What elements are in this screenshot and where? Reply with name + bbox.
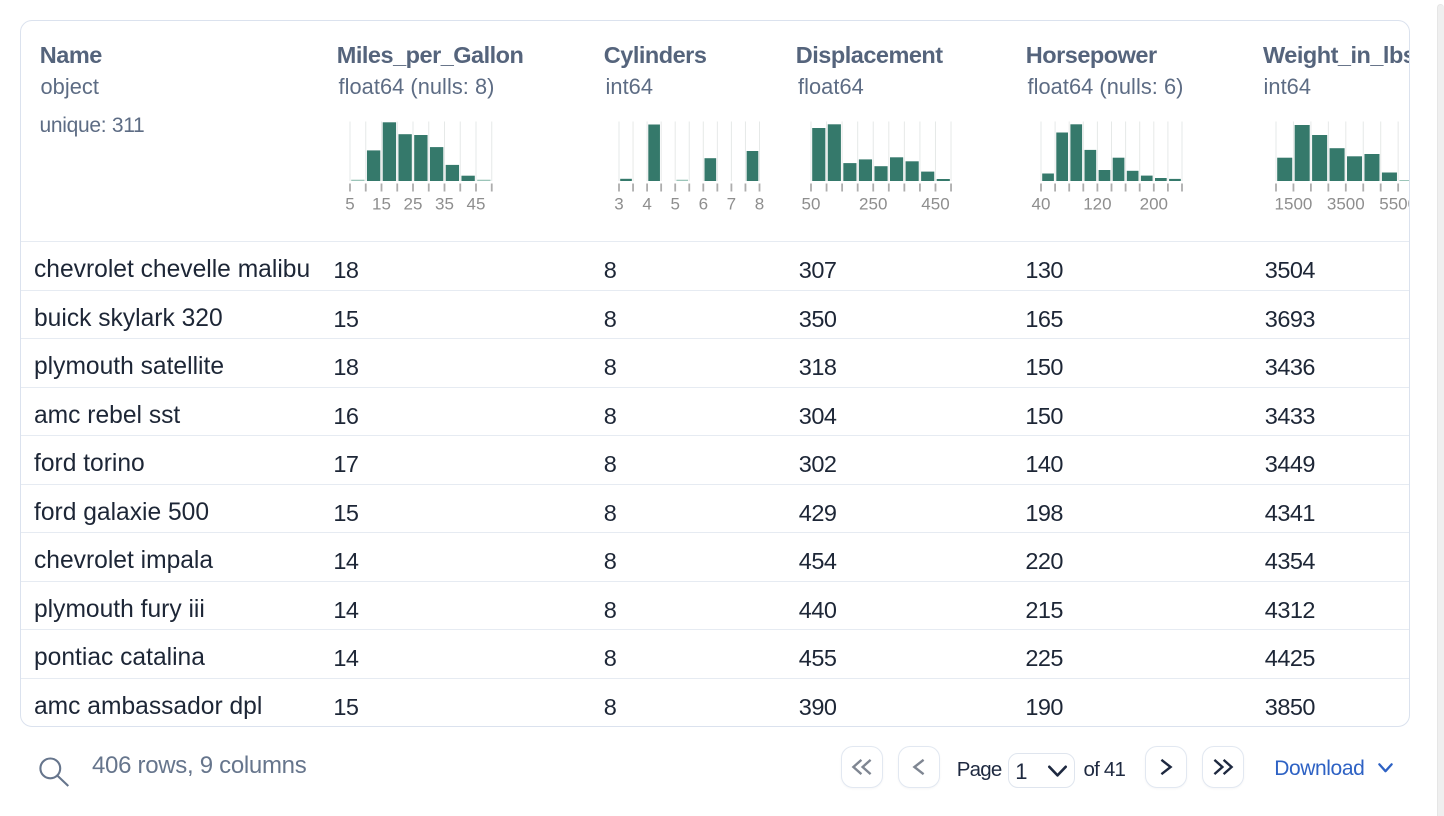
svg-text:7: 7 xyxy=(726,195,735,214)
svg-text:35: 35 xyxy=(435,195,454,214)
svg-text:40: 40 xyxy=(1031,195,1050,214)
svg-text:8: 8 xyxy=(754,195,763,214)
svg-text:25: 25 xyxy=(403,195,422,214)
svg-text:5: 5 xyxy=(345,195,354,214)
svg-text:1500: 1500 xyxy=(1274,195,1312,214)
svg-text:3500: 3500 xyxy=(1327,195,1365,214)
svg-text:5500: 5500 xyxy=(1379,195,1410,214)
svg-text:50: 50 xyxy=(801,195,820,214)
svg-text:15: 15 xyxy=(372,195,391,214)
svg-text:200: 200 xyxy=(1139,195,1167,214)
svg-text:4: 4 xyxy=(642,195,651,214)
svg-text:45: 45 xyxy=(466,195,485,214)
svg-text:120: 120 xyxy=(1083,195,1111,214)
svg-text:6: 6 xyxy=(698,195,707,214)
svg-text:3: 3 xyxy=(614,195,623,214)
svg-text:450: 450 xyxy=(921,195,949,214)
svg-text:5: 5 xyxy=(670,195,679,214)
svg-text:250: 250 xyxy=(859,195,887,214)
